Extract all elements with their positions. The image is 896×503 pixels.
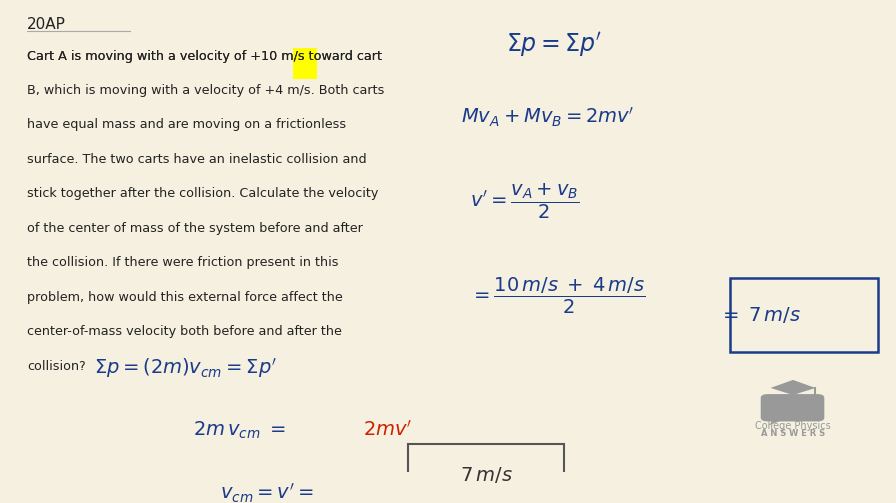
Text: $= \dfrac{10\,m/s\; +\; 4\,m/s}{2}$: $= \dfrac{10\,m/s\; +\; 4\,m/s}{2}$	[470, 276, 646, 316]
Text: of the center of mass of the system before and after: of the center of mass of the system befo…	[27, 222, 363, 235]
Text: $2m\,v_{cm}\; =\;$: $2m\,v_{cm}\; =\;$	[193, 420, 285, 441]
Polygon shape	[771, 380, 815, 395]
Text: collision?: collision?	[27, 360, 86, 373]
Text: $=\;7\,m/s$: $=\;7\,m/s$	[719, 305, 802, 325]
Text: surface. The two carts have an inelastic collision and: surface. The two carts have an inelastic…	[27, 153, 366, 166]
Text: $2mv'$: $2mv'$	[363, 420, 412, 440]
Text: Cart A is moving with a velocity of +10 m/s toward cart: Cart A is moving with a velocity of +10 …	[27, 50, 382, 62]
FancyBboxPatch shape	[408, 444, 564, 503]
Text: have equal mass and are moving on a frictionless: have equal mass and are moving on a fric…	[27, 119, 346, 131]
Text: B, which is moving with a velocity of +4 m/s. Both carts: B, which is moving with a velocity of +4…	[27, 84, 384, 97]
Text: Cart A is moving with a velocity of +10 m/s toward cart: Cart A is moving with a velocity of +10 …	[27, 50, 382, 62]
FancyBboxPatch shape	[730, 279, 878, 352]
Text: A N S W E R S: A N S W E R S	[761, 429, 825, 438]
Text: College Physics: College Physics	[755, 421, 831, 431]
Polygon shape	[768, 417, 788, 426]
Text: center-of-mass velocity both before and after the: center-of-mass velocity both before and …	[27, 325, 341, 338]
Text: 20AP: 20AP	[27, 17, 65, 32]
Text: $v_{cm} = v' =$: $v_{cm} = v' =$	[220, 481, 314, 503]
FancyBboxPatch shape	[761, 394, 824, 422]
Text: $7\,m/s$: $7\,m/s$	[460, 465, 513, 485]
Text: the collision. If there were friction present in this: the collision. If there were friction pr…	[27, 256, 339, 269]
Text: stick together after the collision. Calculate the velocity: stick together after the collision. Calc…	[27, 187, 378, 200]
Text: problem, how would this external force affect the: problem, how would this external force a…	[27, 291, 342, 304]
Text: $v' = \dfrac{v_A + v_B}{2}$: $v' = \dfrac{v_A + v_B}{2}$	[470, 182, 580, 221]
Text: $Mv_A + Mv_B = 2mv'$: $Mv_A + Mv_B = 2mv'$	[461, 106, 635, 129]
Text: $\Sigma p = \Sigma p'$: $\Sigma p = \Sigma p'$	[506, 31, 602, 59]
FancyBboxPatch shape	[293, 48, 317, 79]
Text: $\Sigma p = (2m)v_{cm} = \Sigma p'$: $\Sigma p = (2m)v_{cm} = \Sigma p'$	[94, 356, 277, 380]
